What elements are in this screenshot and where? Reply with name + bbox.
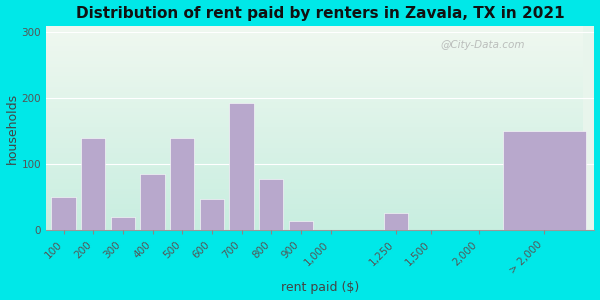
Bar bbox=[140, 174, 165, 230]
Bar bbox=[200, 200, 224, 230]
Bar bbox=[229, 103, 254, 230]
Bar bbox=[170, 138, 194, 230]
Bar bbox=[259, 179, 283, 230]
Y-axis label: households: households bbox=[5, 93, 19, 164]
Bar bbox=[289, 221, 313, 230]
Title: Distribution of rent paid by renters in Zavala, TX in 2021: Distribution of rent paid by renters in … bbox=[76, 6, 565, 21]
X-axis label: rent paid ($): rent paid ($) bbox=[281, 281, 359, 294]
Bar bbox=[52, 197, 76, 230]
Bar bbox=[383, 213, 408, 230]
Text: @City-Data.com: @City-Data.com bbox=[441, 40, 526, 50]
Bar bbox=[111, 217, 135, 230]
Bar bbox=[503, 131, 586, 230]
Bar bbox=[81, 138, 106, 230]
